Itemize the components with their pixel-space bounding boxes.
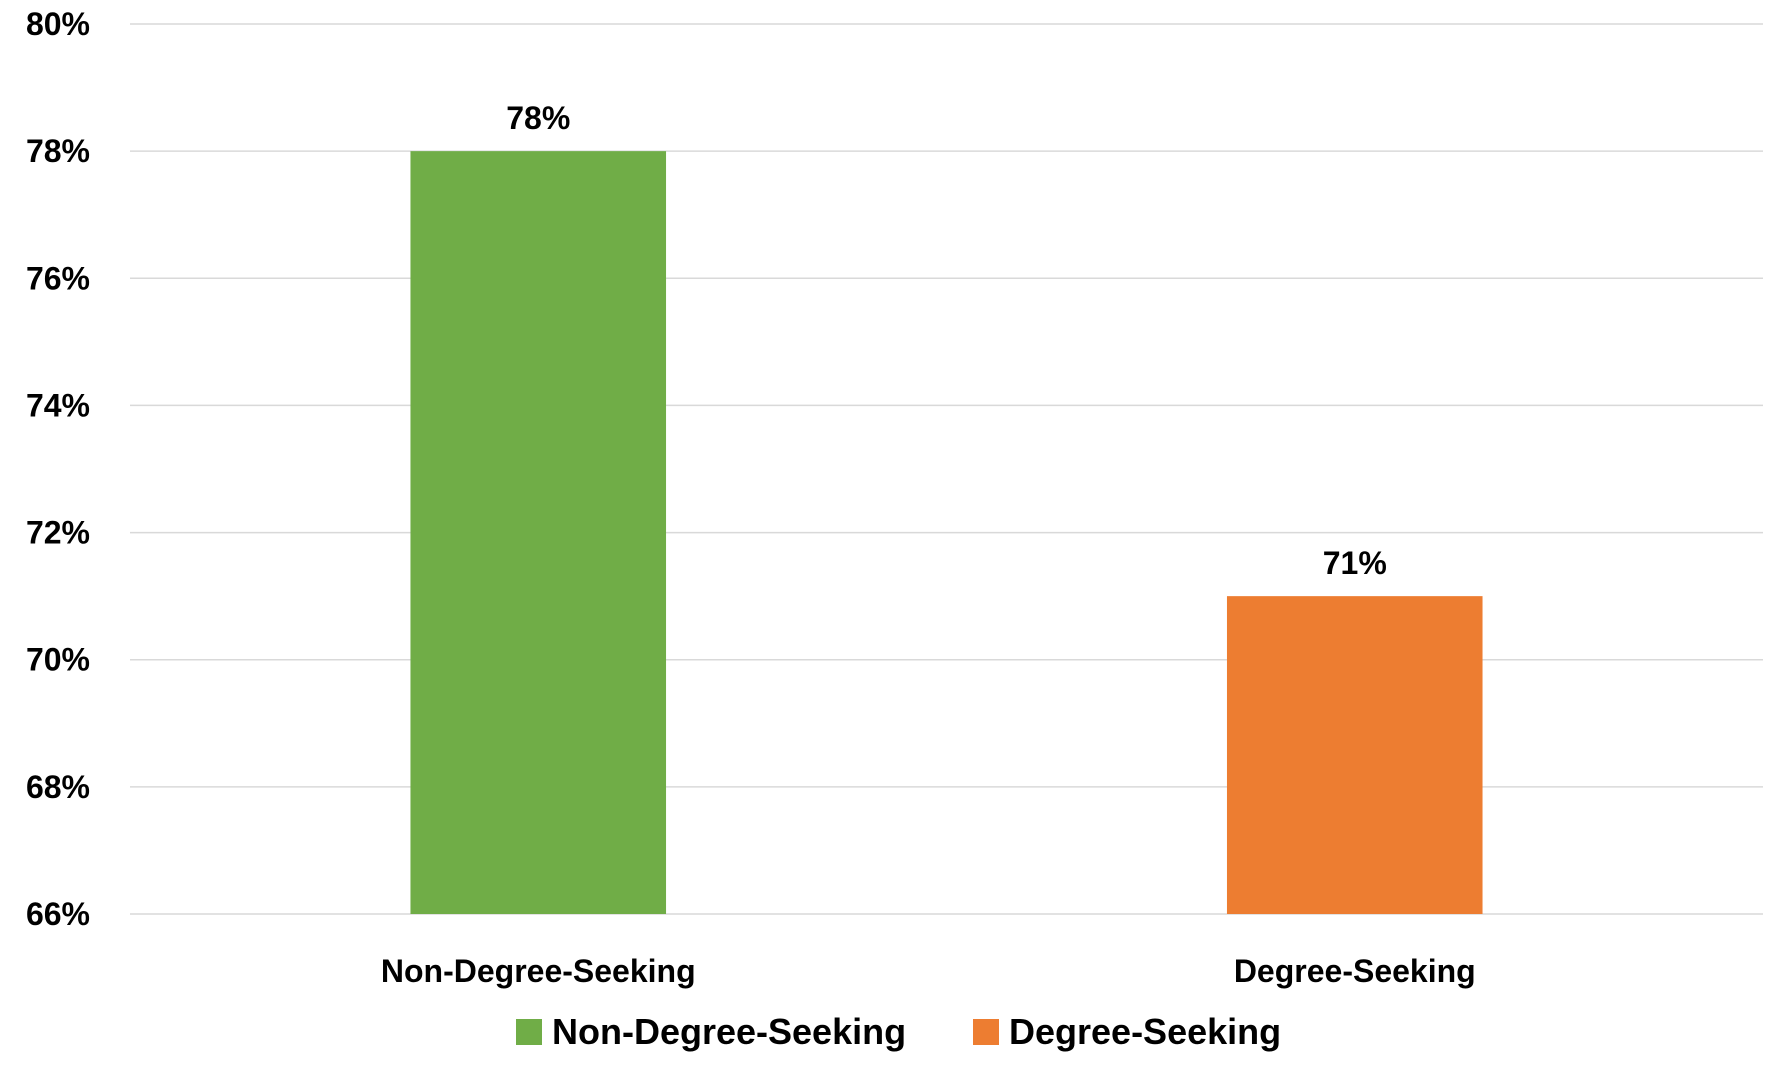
bar-2 [1226, 596, 1483, 914]
y-tick-label: 70% [26, 642, 90, 678]
y-tick-label: 72% [26, 515, 90, 551]
y-tick-label: 76% [26, 260, 90, 296]
y-tick-label: 66% [26, 896, 90, 932]
legend: Non-Degree-Seeking Degree-Seeking [516, 1011, 1281, 1052]
legend-swatch [516, 1019, 542, 1045]
bar-1 [410, 151, 667, 915]
legend-label: Degree-Seeking [1009, 1011, 1281, 1052]
y-tick-label: 78% [26, 133, 90, 169]
legend-swatch [973, 1019, 999, 1045]
legend-label: Non-Degree-Seeking [552, 1011, 906, 1052]
y-tick-label: 74% [26, 387, 90, 423]
x-tick-label: Degree-Seeking [1234, 953, 1476, 989]
bars [410, 151, 1483, 915]
x-tick-label: Non-Degree-Seeking [381, 953, 696, 989]
data-labels: 78% 71% [506, 100, 1387, 581]
y-tick-label: 80% [26, 6, 90, 42]
y-tick-label: 68% [26, 769, 90, 805]
data-label: 71% [1323, 545, 1387, 581]
y-axis-tick-labels: 66% 68% 70% 72% 74% 76% 78% 80% [26, 6, 90, 932]
data-label: 78% [506, 100, 570, 136]
gridlines [130, 23, 1763, 915]
x-axis-tick-labels: Non-Degree-Seeking Degree-Seeking [381, 953, 1476, 989]
